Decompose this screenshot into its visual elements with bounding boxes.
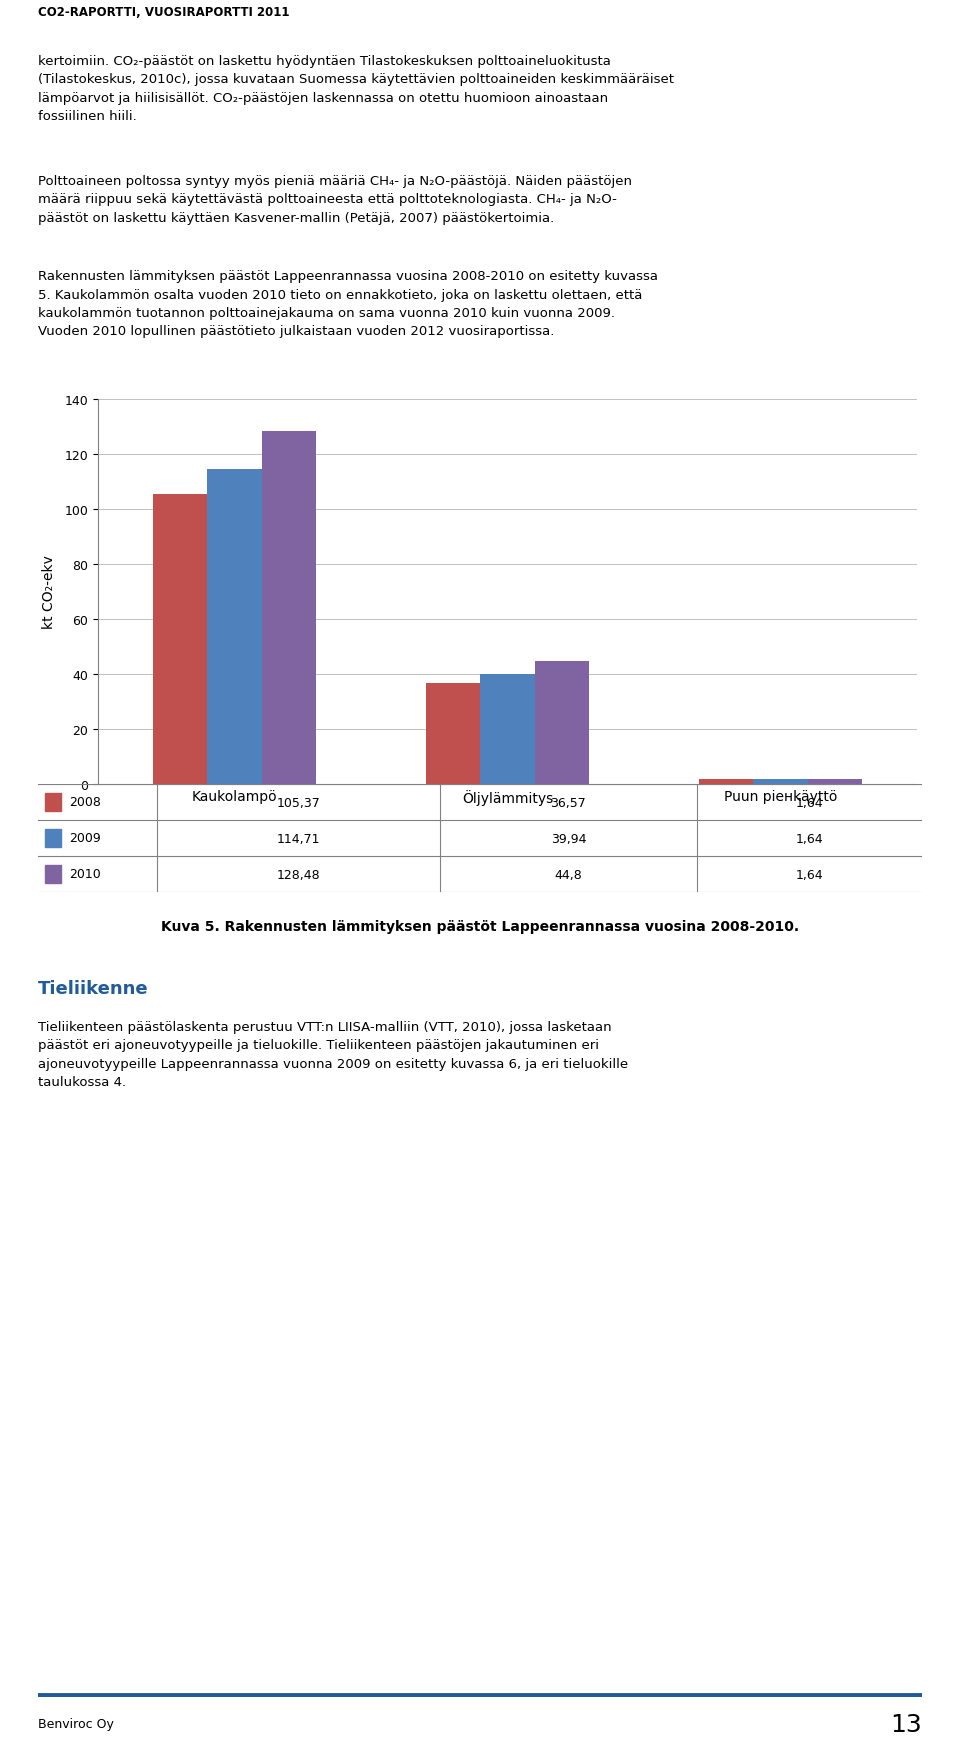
- Text: 39,94: 39,94: [551, 831, 587, 845]
- Text: Kuva 5. Rakennusten lämmityksen päästöt Lappeenrannassa vuosina 2008-2010.: Kuva 5. Rakennusten lämmityksen päästöt …: [161, 920, 799, 934]
- Text: 1,64: 1,64: [796, 868, 823, 882]
- Bar: [262, 431, 317, 784]
- Text: Polttoaineen poltossa syntyy myös pieniä määriä CH₄- ja N₂O-päästöjä. Näiden pää: Polttoaineen poltossa syntyy myös pieniä…: [38, 176, 632, 224]
- Text: kertoimiin. CO₂-päästöt on laskettu hyödyntäen Tilastokeskuksen polttoaineluokit: kertoimiin. CO₂-päästöt on laskettu hyöd…: [38, 56, 674, 123]
- Bar: [45, 830, 61, 847]
- Y-axis label: kt CO₂-ekv: kt CO₂-ekv: [42, 555, 56, 630]
- Bar: [754, 781, 807, 784]
- Text: 114,71: 114,71: [277, 831, 321, 845]
- Text: 36,57: 36,57: [550, 796, 587, 809]
- Text: 128,48: 128,48: [277, 868, 321, 882]
- Text: 105,37: 105,37: [276, 796, 321, 809]
- Text: 2010: 2010: [69, 868, 101, 882]
- Bar: [207, 470, 262, 784]
- Bar: [699, 781, 754, 784]
- Text: 13: 13: [890, 1711, 922, 1736]
- Bar: [153, 496, 207, 784]
- Text: 2009: 2009: [69, 831, 101, 845]
- Bar: [45, 866, 61, 883]
- Bar: [807, 781, 862, 784]
- Text: 1,64: 1,64: [796, 796, 823, 809]
- Text: Tieliikenne: Tieliikenne: [38, 979, 149, 998]
- Text: Tieliikenteen päästölaskenta perustuu VTT:n LIISA-malliin (VTT, 2010), jossa las: Tieliikenteen päästölaskenta perustuu VT…: [38, 1021, 628, 1089]
- Text: CO2-RAPORTTI, VUOSIRAPORTTI 2011: CO2-RAPORTTI, VUOSIRAPORTTI 2011: [38, 7, 290, 19]
- Bar: [425, 683, 480, 784]
- Bar: [535, 661, 589, 784]
- Text: 44,8: 44,8: [555, 868, 583, 882]
- Text: Rakennusten lämmityksen päästöt Lappeenrannassa vuosina 2008-2010 on esitetty ku: Rakennusten lämmityksen päästöt Lappeenr…: [38, 270, 658, 339]
- Bar: [480, 675, 535, 784]
- Text: 1,64: 1,64: [796, 831, 823, 845]
- Text: 2008: 2008: [69, 796, 101, 809]
- Bar: [45, 793, 61, 812]
- Text: Benviroc Oy: Benviroc Oy: [38, 1718, 114, 1730]
